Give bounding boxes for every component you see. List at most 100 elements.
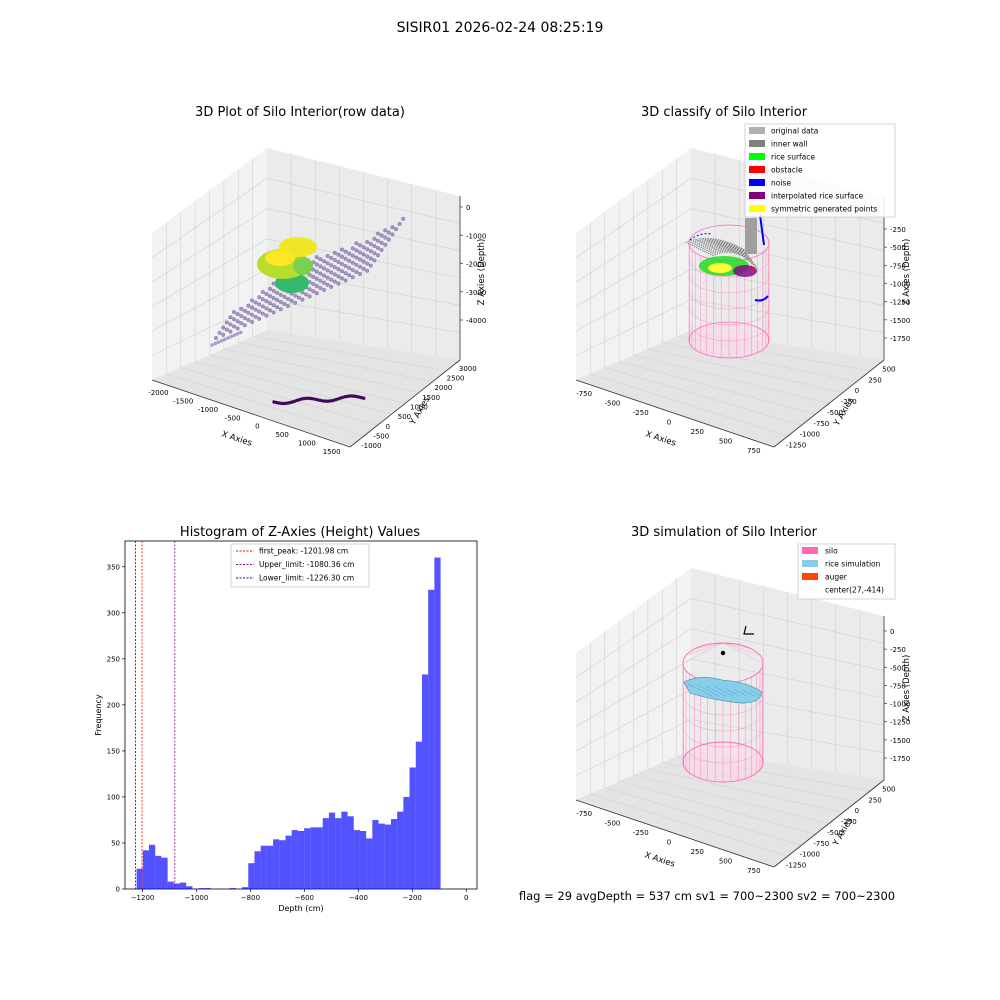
raw-point <box>350 275 355 280</box>
raw-point <box>383 228 388 233</box>
x-tick-label: 250 <box>691 428 704 436</box>
raw-point <box>250 305 254 310</box>
x-tick-label: 0 <box>464 894 468 902</box>
raw-point <box>268 301 272 306</box>
y-tick-label: -500 <box>827 409 843 417</box>
raw-point <box>224 327 229 332</box>
legend-swatch <box>749 205 765 212</box>
raw-point <box>340 262 344 266</box>
grid-line <box>590 793 788 857</box>
raw-point <box>217 330 222 335</box>
raw-point <box>368 256 373 261</box>
raw-point <box>343 278 348 283</box>
y-tick-label: -1000 <box>800 851 820 859</box>
z-tick-label: -750 <box>890 262 906 270</box>
raw-point <box>401 216 406 221</box>
legend-swatch <box>802 560 818 567</box>
raw-point <box>343 271 348 276</box>
sim-tick-labels: -750-500-2500250500750-1250-1000-750-500… <box>576 628 910 875</box>
y-tick-label: 2500 <box>447 375 465 383</box>
rice-simulation-surface <box>683 677 763 704</box>
raw-point <box>332 272 337 277</box>
raw-point <box>232 310 236 314</box>
x-tick-label: −800 <box>241 894 260 902</box>
z-tick-label: -750 <box>890 682 906 690</box>
grid-line <box>604 367 802 426</box>
raw-point <box>343 264 348 268</box>
raw-point <box>350 260 355 265</box>
hist-bar <box>384 824 391 889</box>
raw-point <box>257 316 262 321</box>
raw-point <box>372 251 377 256</box>
grid-line <box>575 719 885 776</box>
grid-line <box>575 628 885 703</box>
panel-classify-title: 3D classify of Silo Interior <box>641 105 808 120</box>
raw-point <box>264 299 269 304</box>
raw-point <box>365 247 370 252</box>
rice-mesh <box>723 687 741 697</box>
y-tick-label: -500 <box>827 829 843 837</box>
raw-point <box>216 340 221 345</box>
hist-bar <box>149 844 156 889</box>
hist-bar <box>421 674 429 889</box>
grid-line <box>575 598 885 678</box>
raw-point <box>264 292 269 296</box>
silo-wire <box>688 258 770 278</box>
raw-point <box>376 238 380 243</box>
silo-wire <box>688 306 770 326</box>
raw-point <box>253 307 258 312</box>
sim-3d-box <box>575 568 885 868</box>
raw-point <box>336 260 341 264</box>
y-tick-label: -750 <box>813 840 829 848</box>
raw-point <box>343 249 348 254</box>
raw-point <box>347 273 352 278</box>
y-tick-label: 0 <box>855 807 859 815</box>
hist-xlabel: Depth (cm) <box>278 904 323 913</box>
hist-bars <box>136 557 441 889</box>
raw-point <box>340 254 344 259</box>
raw-point <box>264 313 269 318</box>
raw-point <box>242 323 247 328</box>
y-axis-line <box>773 359 885 448</box>
rice-mesh <box>750 690 762 697</box>
raw-point <box>372 258 377 263</box>
panel-histogram: Histogram of Z-Axies (Height) Values −12… <box>94 525 478 913</box>
status-line: flag = 29 avgDepth = 537 cm sv1 = 700~23… <box>519 889 895 903</box>
raw-point <box>325 268 330 273</box>
inner-wall-points <box>695 243 751 258</box>
panel-raw-data: 3D Plot of Silo Interior(row data) -2000… <box>148 105 487 456</box>
raw-point <box>347 258 352 263</box>
raw-point <box>358 272 362 276</box>
z-tick-label: -1000 <box>890 701 910 709</box>
raw-point <box>260 290 265 294</box>
floor-pane <box>576 330 884 447</box>
silo-roof-wire <box>682 642 724 664</box>
raw-point <box>232 324 236 329</box>
x-tick-label: -750 <box>576 810 592 818</box>
raw-point <box>386 230 391 235</box>
y-tick-label: 0 <box>855 387 859 395</box>
raw-point <box>318 286 323 290</box>
hist-bar <box>353 830 360 889</box>
raw-point <box>329 256 334 260</box>
x-tick-label: -250 <box>633 409 649 417</box>
silo-roof-wire <box>694 642 724 650</box>
hist-bar <box>341 811 348 889</box>
raw-point <box>311 282 316 286</box>
raw-point <box>260 304 265 309</box>
silo-wire <box>682 710 764 732</box>
x-tick-label: -500 <box>225 414 241 422</box>
raw-point <box>250 298 254 303</box>
x-tick-label: −400 <box>349 894 368 902</box>
raw-point <box>286 296 290 301</box>
x-tick-label: 0 <box>255 423 259 431</box>
y-tick-label: 250 <box>868 376 881 384</box>
grid-line <box>166 373 364 437</box>
grid-line <box>633 774 830 824</box>
hist-bar <box>285 835 292 889</box>
raw-point <box>332 250 337 255</box>
z-tick-label: -1750 <box>890 335 910 343</box>
hist-bar <box>378 823 385 889</box>
z-tick-label: -1000 <box>466 232 486 240</box>
